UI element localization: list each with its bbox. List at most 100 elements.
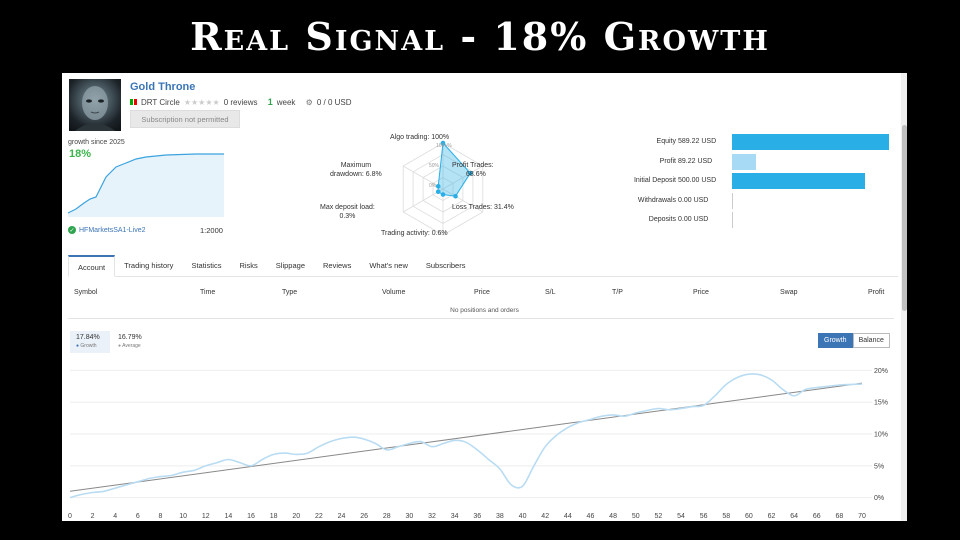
tab-statistics[interactable]: Statistics (191, 261, 222, 270)
tab-slippage[interactable]: Slippage (275, 261, 305, 270)
positions-table-header: Symbol Time Type Volume Price S/L T/P Price Swap… (68, 289, 894, 301)
author-name[interactable]: DRT Circle (141, 97, 180, 107)
x-tick-label: 46 (587, 513, 595, 520)
broker-name[interactable]: HFMarketsSA1-Live2 (79, 226, 146, 234)
balance-row: Deposits 0.00 USD (602, 212, 892, 230)
x-tick-label: 56 (700, 513, 708, 520)
radar-point (440, 192, 446, 197)
y-tick-label: 15% (874, 400, 888, 407)
x-tick-label: 34 (451, 513, 459, 520)
growth-stat-label-text: Growth (80, 343, 97, 349)
x-tick-label: 52 (654, 513, 662, 520)
balance-track (732, 153, 892, 170)
growth-stat-value: 17.84% (76, 334, 100, 341)
x-tick-label: 42 (541, 513, 549, 520)
tab-trading-history[interactable]: Trading history (124, 261, 174, 270)
balance-row: Withdrawals 0.00 USD (602, 192, 892, 211)
column-header[interactable]: Price (693, 289, 709, 296)
radar-axis (442, 165, 484, 190)
rating-stars-icon: ★★★★★ (183, 97, 220, 107)
growth-stat-label: ● Growth (76, 343, 97, 349)
banner-title: Real Signal - 18% Growth (190, 13, 770, 59)
x-tick-label: 2 (91, 513, 95, 520)
verified-check-icon: ✓ (68, 226, 76, 234)
balance-bar (732, 212, 733, 228)
x-tick-label: 70 (858, 513, 866, 520)
average-stat-value: 16.79% (118, 334, 142, 341)
x-tick-label: 26 (360, 513, 368, 520)
radar-ring-0: 0% (429, 183, 437, 189)
column-header[interactable]: Volume (382, 289, 406, 296)
x-tick-label: 20 (292, 513, 300, 520)
age-unit: week (276, 97, 296, 107)
radar-loss-label: Loss Trades: 31.4% (452, 204, 514, 211)
balance-label: Profit (659, 157, 676, 165)
x-tick-label: 10 (179, 513, 187, 520)
radar-load-value: 0.3% (339, 213, 356, 220)
radar-profit-value: 68.6% (466, 171, 486, 178)
growth-since-label: growth since 2025 (68, 139, 125, 146)
age-number: 1 (267, 97, 273, 107)
growth-chart: 20%15%10%5%0%0 2 4 6 8 10 12 14 16 18 20 22 24 26 28 30… (68, 368, 888, 520)
scroll-thumb[interactable] (902, 125, 907, 311)
growth-line (69, 373, 863, 499)
x-tick-label: 32 (428, 513, 436, 520)
balance-value: 589.22 USD (678, 138, 717, 145)
balance-toggle-button[interactable]: Balance (852, 333, 890, 348)
broker-link[interactable]: ✓ HFMarketsSA1-Live2 (68, 226, 146, 234)
radar-point (435, 189, 441, 195)
tab-subscribers[interactable]: Subscribers (425, 261, 466, 270)
x-tick-label: 30 (406, 513, 414, 520)
growth-stat[interactable]: 17.84% ● Growth (70, 331, 110, 353)
balance-track (732, 134, 892, 150)
radar-drawdown-value: drawdown: 6.8% (330, 171, 382, 178)
column-header[interactable]: Time (200, 289, 216, 296)
scrollbar[interactable] (901, 73, 907, 521)
trend-line (69, 382, 863, 492)
tab-reviews[interactable]: Reviews (323, 261, 352, 270)
radar-drawdown-text: Maximum (340, 162, 372, 169)
x-tick-label: 24 (338, 513, 346, 520)
column-header[interactable]: Type (282, 289, 298, 296)
column-header[interactable]: T/P (612, 289, 623, 296)
tab-risks[interactable]: Risks (239, 261, 258, 270)
x-tick-label: 48 (609, 513, 617, 520)
radar-point (453, 193, 458, 199)
balance-row: Initial Deposit 500.00 USD (602, 173, 892, 191)
balance-label: Withdrawals (637, 196, 676, 204)
column-header[interactable]: Price (474, 289, 490, 296)
x-tick-label: 66 (813, 513, 821, 520)
x-tick-label: 58 (722, 513, 730, 520)
tab-account[interactable]: Account (68, 255, 116, 277)
signal-title[interactable]: Gold Throne (130, 81, 196, 93)
radar-algo-label: Algo trading: 100% (390, 134, 450, 141)
radar-point (440, 140, 446, 146)
y-tick-label: 20% (874, 368, 888, 375)
balance-track (732, 212, 892, 228)
x-tick-label: 50 (632, 513, 640, 520)
balance-value: 0.00 USD (678, 196, 709, 204)
column-header[interactable]: S/L (545, 289, 556, 296)
column-header[interactable]: Symbol (74, 289, 98, 296)
signal-avatar (69, 79, 121, 131)
x-tick-label: 18 (270, 513, 278, 520)
column-header[interactable]: Profit (868, 289, 885, 296)
x-tick-label: 8 (159, 513, 163, 520)
y-tick-label: 5% (874, 463, 884, 470)
radar-activity-label: Trading activity: 0.6% (381, 230, 448, 237)
table-divider (68, 318, 894, 319)
balance-bar (732, 192, 733, 209)
reviews-count[interactable]: 0 reviews (223, 97, 258, 107)
tab-what-s-new[interactable]: What's new (369, 261, 408, 270)
column-header[interactable]: Swap (780, 289, 798, 296)
signal-panel: Gold Throne DRT Circle ★★★★★ 0 reviews 1… (62, 73, 907, 521)
banner: Real Signal - 18% Growth (0, 0, 960, 72)
subscribe-button[interactable]: Subscription not permitted (130, 110, 240, 128)
x-tick-label: 64 (790, 513, 798, 520)
balance-value: 500.00 USD (678, 177, 717, 184)
balance-row: Equity 589.22 USD (602, 134, 892, 152)
growth-toggle-button[interactable]: Growth (818, 333, 853, 348)
radar-profit-text: Profit Trades: (452, 162, 494, 169)
radar-point (468, 170, 473, 176)
average-stat[interactable]: 16.79% ● Average (118, 334, 142, 350)
